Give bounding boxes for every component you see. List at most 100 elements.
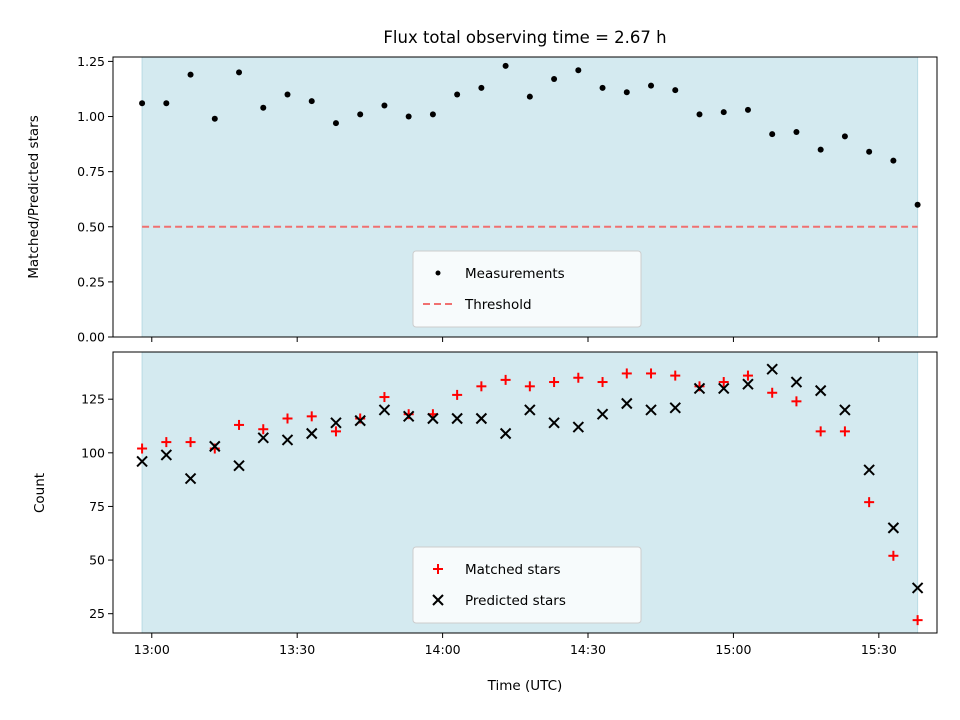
matched-stars-point (476, 381, 487, 392)
predicted-stars-point (257, 432, 269, 444)
matched-stars-point (646, 368, 657, 379)
bottom-marks (136, 363, 924, 626)
x-tick-label: 15:30 (861, 642, 897, 657)
measurements-point (890, 157, 897, 164)
x-tick-label: 13:00 (134, 642, 170, 657)
top-y-axis-label: Matched/Predicted stars (26, 115, 42, 278)
measurements-point (405, 113, 412, 120)
top-legend: Measurements Threshold (412, 250, 642, 328)
measurements-point (623, 89, 630, 96)
measurements-point (236, 69, 243, 76)
matched-stars-point (306, 411, 317, 422)
measurements-point (357, 111, 364, 118)
x-tick-label: 13:30 (279, 642, 315, 657)
measurements-point (502, 62, 509, 69)
measurements-legend-marker (435, 270, 441, 276)
top-axes-frame (112, 56, 938, 338)
matched-stars-point (282, 413, 293, 424)
x-tick-label: 14:30 (570, 642, 606, 657)
matched-stars-point (742, 370, 753, 381)
x-axis-label: Time (UTC) (487, 678, 563, 694)
y-tick-label: 0.25 (77, 274, 105, 289)
predicted-stars-point (160, 449, 173, 461)
matched-stars-point (330, 426, 341, 437)
chart-title: Flux total observing time = 2.67 h (383, 28, 666, 47)
predicted-stars-point (766, 363, 778, 375)
matched-stars-point (670, 370, 681, 381)
predicted-stars-point (645, 404, 657, 416)
legend-label: Measurements (465, 266, 565, 282)
bottom-x-ticks: 13:00 13:30 14:00 14:30 15:00 15:30 (134, 633, 897, 657)
measurements-point (599, 84, 606, 91)
predicted-stars-point (378, 404, 391, 416)
measurements-point (332, 120, 339, 127)
measurements-point (211, 115, 218, 122)
measurements-point (454, 91, 461, 98)
y-tick-label: 100 (81, 445, 105, 460)
top-x-ticks (151, 337, 880, 342)
predicted-stars-point (693, 382, 706, 395)
matched-stars-point (791, 396, 802, 407)
matched-stars-point (500, 374, 511, 385)
predicted-stars-point (354, 414, 366, 427)
predicted-stars-point (863, 464, 875, 476)
measurements-point (478, 84, 485, 91)
predicted-stars-point (451, 412, 463, 425)
matched-stars-point (258, 424, 269, 435)
matched-stars-point (524, 381, 535, 392)
matched-stars-point (718, 377, 729, 388)
legend-label: Matched stars (465, 562, 561, 578)
measurements-point (696, 111, 703, 118)
measurements-point (308, 98, 315, 105)
predicted-stars-point (621, 397, 633, 410)
bottom-y-axis-label: Count (32, 473, 48, 513)
predicted-stars-point (572, 421, 585, 433)
measurements-point (841, 133, 848, 140)
measurements-point (793, 128, 800, 135)
measurements-point (139, 100, 146, 107)
predicted-stars-point (136, 455, 148, 468)
matched-stars-point (767, 387, 778, 398)
bottom-y-ticks: 25 50 75 100 125 (81, 392, 113, 621)
y-tick-label: 75 (89, 499, 105, 514)
predicted-stars-point (306, 427, 318, 440)
predicted-stars-point (911, 582, 924, 594)
matched-stars-point (379, 392, 390, 403)
matched-stars-point (815, 426, 826, 437)
matched-stars-point (888, 550, 899, 561)
measurements-point (769, 131, 776, 138)
top-marks (139, 62, 921, 228)
measurements-point (381, 102, 388, 109)
y-tick-label: 0.00 (77, 330, 105, 345)
measurements-point (648, 82, 655, 89)
predicted-stars-legend-marker (432, 594, 444, 606)
measurements-point (914, 201, 921, 208)
y-tick-label: 1.00 (77, 109, 105, 124)
predicted-stars-point (233, 459, 245, 472)
y-tick-label: 0.75 (77, 164, 105, 179)
measurements-point (526, 93, 533, 100)
predicted-stars-point (475, 412, 488, 425)
measurements-point (284, 91, 291, 98)
y-tick-label: 0.50 (77, 219, 105, 234)
matched-stars-point (597, 377, 608, 388)
matched-stars-point (185, 437, 196, 448)
matched-stars-point (549, 377, 560, 388)
matched-stars-point (864, 497, 875, 508)
measurements-point (551, 76, 558, 83)
measurements-point (260, 104, 267, 111)
predicted-stars-point (524, 404, 536, 416)
predicted-stars-point (209, 440, 221, 453)
matched-stars-legend-marker (433, 564, 443, 574)
legend-box (412, 250, 642, 328)
x-tick-label: 14:00 (425, 642, 461, 657)
predicted-stars-point (790, 376, 803, 388)
predicted-stars-point (839, 404, 851, 416)
matched-stars-point (573, 372, 584, 383)
measurements-point (672, 87, 679, 94)
predicted-stars-point (742, 378, 754, 390)
matched-stars-point (161, 437, 172, 448)
predicted-stars-point (596, 408, 609, 420)
predicted-stars-point (427, 412, 439, 425)
